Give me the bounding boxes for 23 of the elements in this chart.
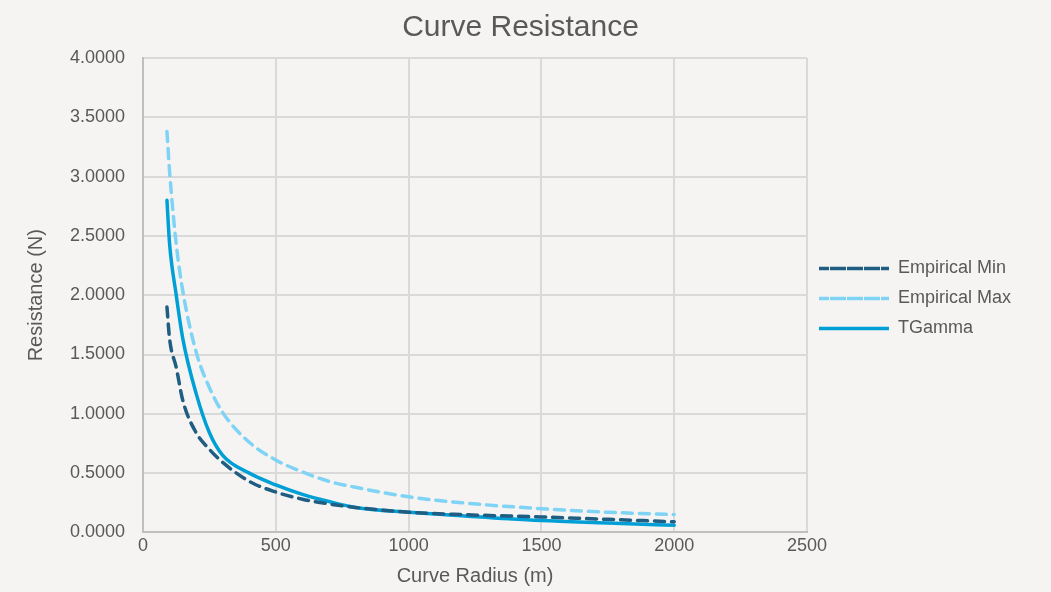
x-tick-label: 500 [260, 535, 291, 556]
y-tick-label: 1.5000 [69, 343, 126, 364]
y-tick-label: 3.5000 [69, 106, 126, 127]
legend-label: Empirical Max [897, 287, 1012, 308]
x-axis-title: Curve Radius (m) [396, 563, 554, 586]
chart-title: Curve Resistance [402, 9, 639, 43]
y-axis-title: Resistance (N) [23, 229, 46, 362]
y-tick-label: 0.0000 [69, 521, 126, 542]
legend-label: TGamma [897, 317, 974, 338]
line-series [165, 129, 676, 517]
y-tick-label: 2.5000 [69, 224, 126, 245]
x-tick-label: 1500 [521, 535, 562, 556]
y-tick-label: 1.0000 [69, 402, 126, 423]
x-tick-label: 2000 [654, 535, 695, 556]
y-tick-label: 0.5000 [69, 462, 126, 483]
y-tick-label: 2.0000 [69, 284, 126, 305]
x-tick-label: 0 [138, 535, 149, 556]
legend-label: Empirical Min [897, 257, 1007, 278]
line-series [165, 305, 676, 524]
x-tick-label: 1000 [388, 535, 429, 556]
y-tick-label: 4.0000 [69, 46, 126, 67]
x-tick-label: 2500 [786, 535, 827, 556]
y-tick-label: 3.0000 [69, 165, 126, 186]
